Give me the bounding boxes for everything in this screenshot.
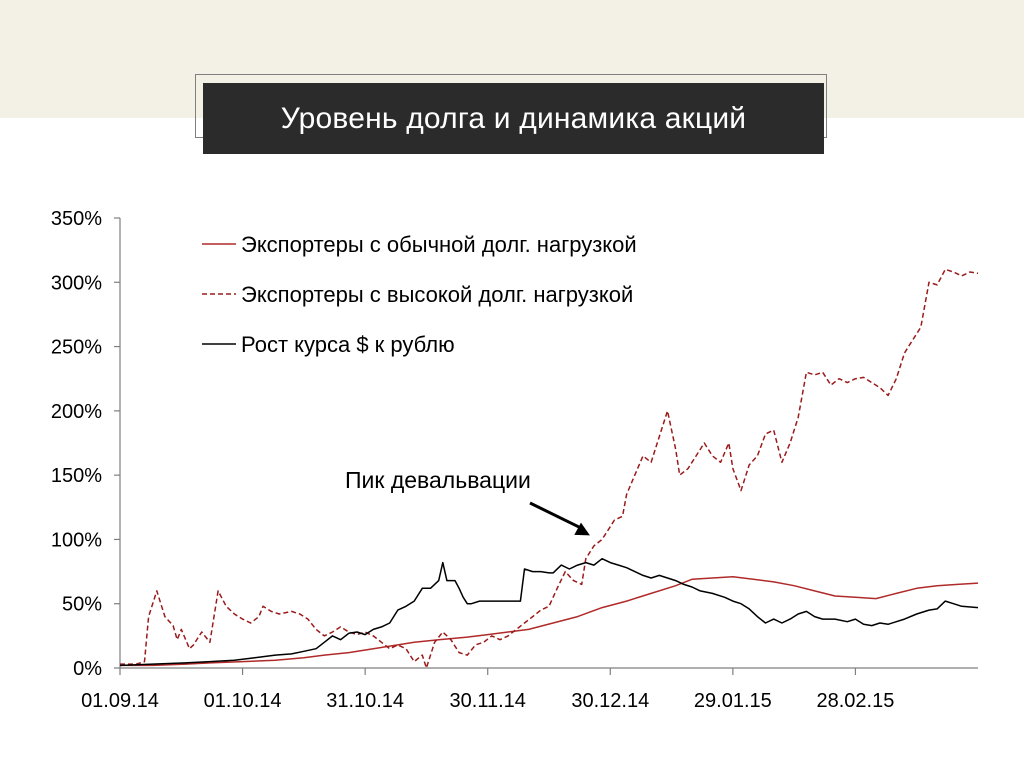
- y-tick-label: 50%: [62, 594, 102, 616]
- annotation-arrow-head: [574, 522, 590, 536]
- chart-series: [119, 268, 979, 669]
- series-normal-debt-line: [120, 575, 979, 667]
- legend-item-usd-rub: Рост курса $ к рублю: [241, 332, 455, 357]
- legend-item-high-debt: Экспортеры с высокой долг. нагрузкой: [241, 282, 633, 307]
- x-tick-label: 01.09.14: [81, 690, 159, 712]
- y-tick-label: 100%: [51, 529, 102, 551]
- series-high-debt-line: [120, 268, 979, 669]
- x-tick-label: 28.02.15: [816, 690, 894, 712]
- legend-item-normal-debt: Экспортеры с обычной долг. нагрузкой: [241, 232, 637, 257]
- x-tick-label: 29.01.15: [694, 690, 772, 712]
- chart-axes: 0% 50% 100% 150% 200% 250% 300% 350% 01.09.14 01.…: [51, 208, 978, 712]
- y-tick-label: 250%: [51, 337, 102, 359]
- x-tick-label: 31.10.14: [326, 690, 404, 712]
- y-tick-label: 350%: [51, 208, 102, 230]
- annotation-label: Пик девальвации: [345, 467, 531, 493]
- y-tick-label: 200%: [51, 401, 102, 423]
- y-tick-label: 150%: [51, 465, 102, 487]
- x-tick-label: 30.12.14: [571, 690, 649, 712]
- chart-legend: Экспортеры с обычной долг. нагрузкой Эксп…: [202, 232, 637, 357]
- y-tick-label: 0%: [73, 658, 102, 680]
- chart-annotation: Пик девальвации: [345, 467, 590, 536]
- y-tick-label: 300%: [51, 272, 102, 294]
- series-usd-rub-line: [119, 557, 979, 667]
- slide-title: Уровень долга и динамика акций: [203, 83, 824, 154]
- annotation-arrow-shaft: [529, 501, 585, 531]
- x-tick-label: 30.11.14: [450, 690, 526, 712]
- x-tick-label: 01.10.14: [204, 690, 282, 712]
